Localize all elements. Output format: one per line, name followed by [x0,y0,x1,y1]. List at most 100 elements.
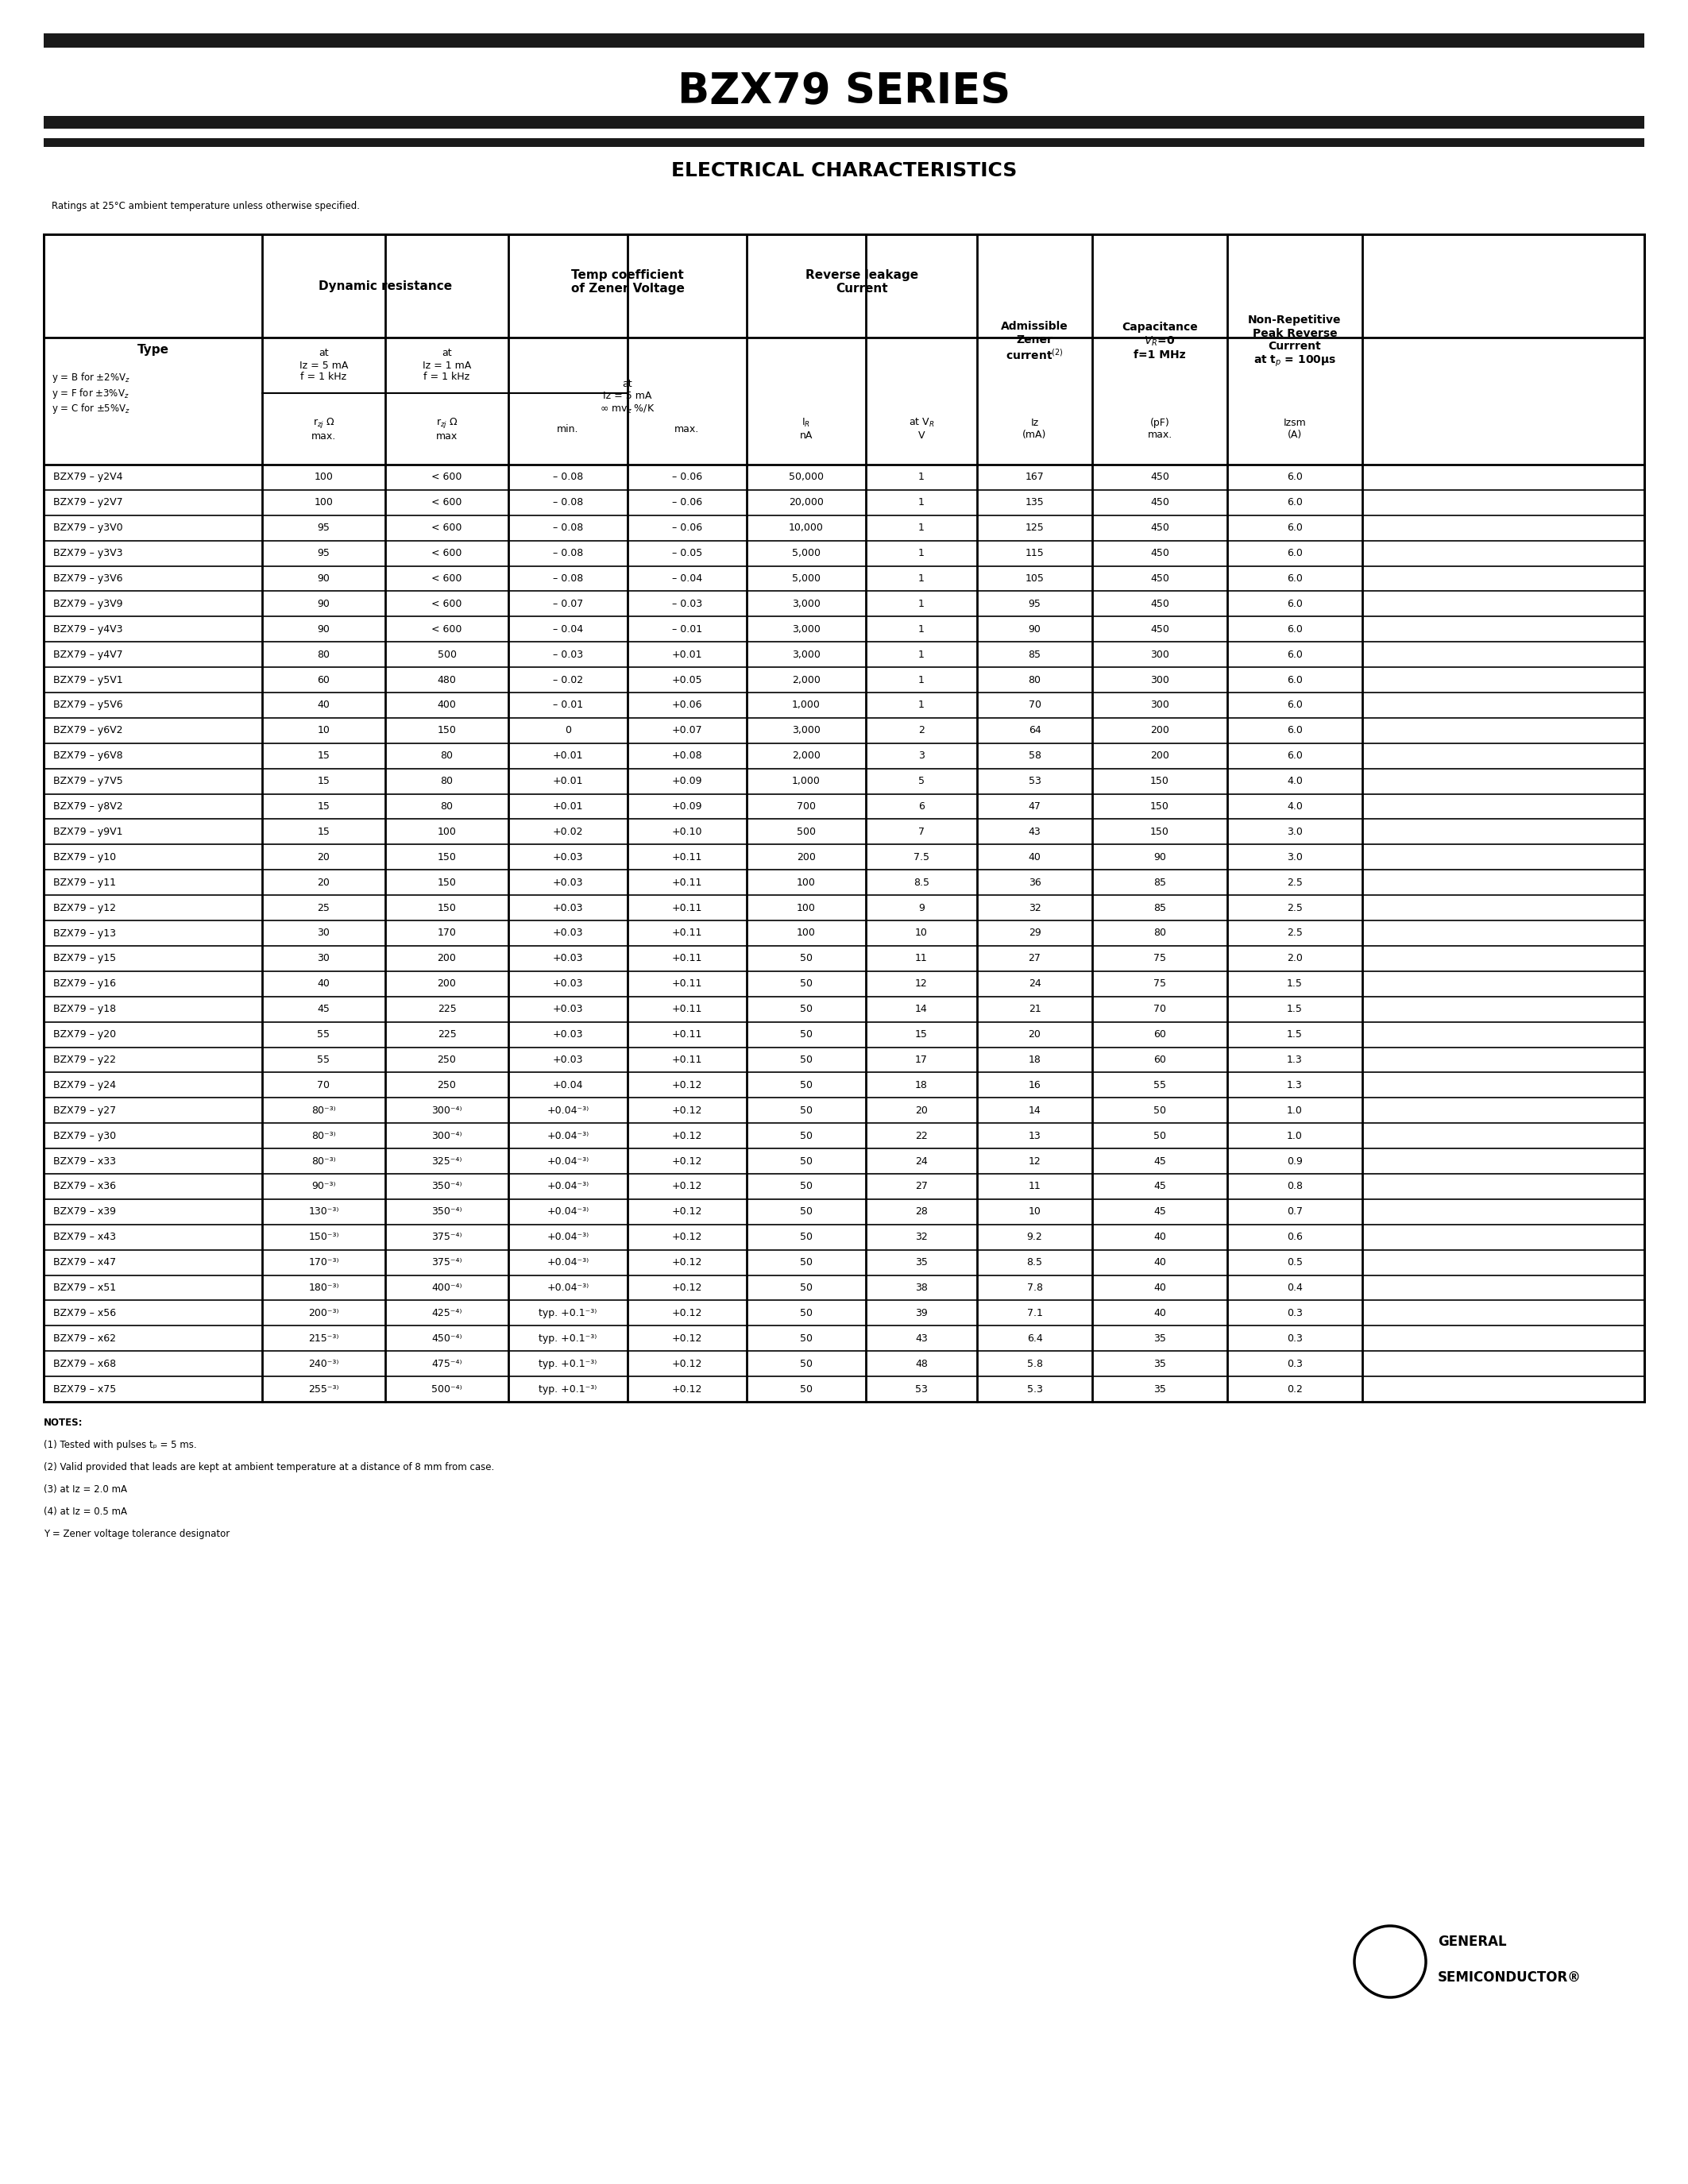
Text: +0.12: +0.12 [672,1155,702,1166]
Text: Dynamic resistance: Dynamic resistance [319,280,452,293]
Text: 50: 50 [800,1131,812,1140]
Text: 90⁻³⁾: 90⁻³⁾ [312,1182,336,1192]
Text: – 0.03: – 0.03 [554,649,582,660]
Text: BZX79 – y27: BZX79 – y27 [54,1105,116,1116]
Text: 29: 29 [1028,928,1041,939]
Text: – 0.01: – 0.01 [554,701,582,710]
Text: 12: 12 [1028,1155,1041,1166]
Text: 17: 17 [915,1055,928,1066]
Text: 14: 14 [1028,1105,1041,1116]
Text: SEMICONDUCTOR®: SEMICONDUCTOR® [1438,1970,1582,1985]
Text: 20: 20 [317,852,329,863]
Text: (4) at Iz = 0.5 mA: (4) at Iz = 0.5 mA [44,1507,127,1518]
Text: – 0.04: – 0.04 [672,574,702,583]
Text: BZX79 – y12: BZX79 – y12 [54,902,116,913]
Text: 85: 85 [1028,649,1041,660]
Text: 255⁻³⁾: 255⁻³⁾ [309,1385,339,1393]
Text: 150: 150 [437,878,456,887]
Text: 150: 150 [1150,775,1170,786]
Text: Ratings at 25°C ambient temperature unless otherwise specified.: Ratings at 25°C ambient temperature unle… [52,201,360,212]
Text: 12: 12 [915,978,928,989]
Text: 450: 450 [1150,598,1170,609]
Text: max.: max. [675,424,699,435]
Text: 58: 58 [1028,751,1041,760]
Text: NOTES:: NOTES: [44,1417,83,1428]
Text: 0.8: 0.8 [1286,1182,1303,1192]
Text: < 600: < 600 [432,548,463,559]
Text: 215⁻³⁾: 215⁻³⁾ [309,1332,339,1343]
Text: +0.11: +0.11 [672,878,702,887]
Text: – 0.03: – 0.03 [672,598,702,609]
Text: 50: 50 [800,1055,812,1066]
Text: typ. +0.1⁻³⁾: typ. +0.1⁻³⁾ [538,1308,598,1319]
Text: 50: 50 [800,1182,812,1192]
Text: 45: 45 [1153,1155,1166,1166]
Text: BZX79 – x43: BZX79 – x43 [54,1232,116,1243]
Text: 70: 70 [1153,1005,1166,1013]
Text: 40: 40 [1028,852,1041,863]
Text: 70: 70 [317,1079,331,1090]
Text: +0.12: +0.12 [672,1131,702,1140]
Text: ELECTRICAL CHARACTERISTICS: ELECTRICAL CHARACTERISTICS [672,162,1016,181]
Text: BZX79 – x75: BZX79 – x75 [54,1385,116,1393]
Text: 1: 1 [918,522,925,533]
Text: 10: 10 [1028,1206,1041,1216]
Text: +0.12: +0.12 [672,1282,702,1293]
Text: +0.12: +0.12 [672,1182,702,1192]
Text: 95: 95 [317,522,329,533]
Text: +0.04: +0.04 [552,1079,584,1090]
Text: 90: 90 [1028,625,1041,633]
Text: 450: 450 [1150,548,1170,559]
Text: 2,000: 2,000 [792,675,820,686]
Text: 450: 450 [1150,625,1170,633]
Text: +0.03: +0.03 [552,978,584,989]
Text: 2.0: 2.0 [1286,954,1303,963]
Text: – 0.07: – 0.07 [552,598,582,609]
Text: (1) Tested with pulses tₚ = 5 ms.: (1) Tested with pulses tₚ = 5 ms. [44,1439,197,1450]
Text: Y = Zener voltage tolerance designator: Y = Zener voltage tolerance designator [44,1529,230,1540]
Text: +0.03: +0.03 [552,902,584,913]
Text: – 0.02: – 0.02 [554,675,582,686]
Text: 3,000: 3,000 [792,625,820,633]
Text: 75: 75 [1153,954,1166,963]
Text: 90: 90 [317,574,329,583]
Text: +0.06: +0.06 [672,701,702,710]
Text: +0.01: +0.01 [552,802,584,812]
Text: 0.5: 0.5 [1286,1258,1303,1267]
Text: 21: 21 [1028,1005,1041,1013]
Text: 6.0: 6.0 [1286,751,1303,760]
Text: +0.11: +0.11 [672,902,702,913]
Text: 90: 90 [1153,852,1166,863]
Text: 50: 50 [800,1105,812,1116]
Text: 170⁻³⁾: 170⁻³⁾ [309,1258,339,1267]
Text: 80: 80 [441,802,452,812]
Text: 1.5: 1.5 [1286,978,1303,989]
Text: 1.0: 1.0 [1286,1105,1303,1116]
Text: 0.3: 0.3 [1286,1332,1303,1343]
Text: 5,000: 5,000 [792,548,820,559]
Text: +0.11: +0.11 [672,954,702,963]
Text: at V$_R$
V: at V$_R$ V [908,417,935,441]
Text: 50: 50 [800,1155,812,1166]
Text: 15: 15 [915,1029,928,1040]
Text: 1: 1 [918,472,925,483]
Text: 167: 167 [1025,472,1045,483]
Text: 9.2: 9.2 [1026,1232,1043,1243]
Text: 135: 135 [1025,498,1045,507]
Text: +0.12: +0.12 [672,1332,702,1343]
Text: at
Iz = 1 mA
f = 1 kHz: at Iz = 1 mA f = 1 kHz [422,347,471,382]
Text: 6.4: 6.4 [1026,1332,1043,1343]
Text: 11: 11 [1028,1182,1041,1192]
Text: 300⁻⁴⁾: 300⁻⁴⁾ [432,1131,463,1140]
Text: 500: 500 [797,828,815,836]
Text: 0.3: 0.3 [1286,1308,1303,1319]
Text: typ. +0.1⁻³⁾: typ. +0.1⁻³⁾ [538,1358,598,1369]
Text: 3.0: 3.0 [1286,828,1303,836]
Text: 1: 1 [918,548,925,559]
Text: 30: 30 [317,954,329,963]
Text: 64: 64 [1028,725,1041,736]
Text: 40: 40 [1153,1308,1166,1319]
Text: +0.12: +0.12 [672,1079,702,1090]
Text: +0.11: +0.11 [672,978,702,989]
Text: 0.9: 0.9 [1286,1155,1303,1166]
